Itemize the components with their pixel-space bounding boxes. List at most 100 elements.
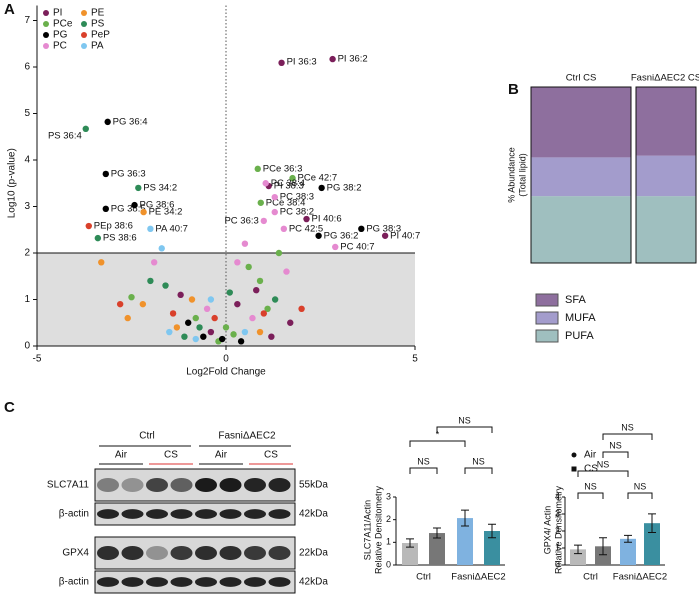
legend-label: CS bbox=[584, 464, 598, 475]
blot-band bbox=[195, 509, 217, 519]
point bbox=[278, 59, 285, 67]
point bbox=[185, 319, 192, 326]
x-axis-label: Log2Fold Change bbox=[186, 367, 266, 378]
significance-bracket bbox=[464, 467, 493, 474]
point bbox=[318, 184, 325, 192]
point bbox=[245, 263, 252, 271]
point bbox=[128, 293, 135, 301]
blot-band bbox=[170, 477, 193, 493]
point bbox=[271, 296, 279, 303]
point bbox=[381, 232, 389, 239]
blot-size-label: 42kDa bbox=[299, 509, 328, 520]
blot-band bbox=[146, 577, 168, 587]
legend-label: PC bbox=[53, 41, 67, 52]
y-tick-label: 5 bbox=[24, 108, 30, 119]
point bbox=[124, 314, 131, 322]
y-tick-label: 4 bbox=[555, 491, 560, 501]
point-label: PG 38:3 bbox=[366, 223, 401, 234]
y-tick-label: 3 bbox=[555, 508, 560, 518]
blot-band bbox=[97, 477, 119, 493]
point bbox=[207, 296, 215, 303]
point bbox=[289, 174, 296, 182]
point bbox=[256, 277, 264, 285]
significance-bracket bbox=[409, 467, 438, 474]
legend-swatch bbox=[81, 43, 87, 49]
bar-segment bbox=[636, 87, 696, 156]
y-tick-label: 2 bbox=[555, 525, 560, 535]
significance-bracket bbox=[409, 440, 466, 447]
y-axis-label: Relative Densitometry bbox=[373, 485, 383, 574]
point-label: PEp 38:6 bbox=[94, 221, 133, 232]
error-bar bbox=[406, 538, 414, 548]
bar-outline bbox=[635, 86, 697, 264]
significance-label: NS bbox=[472, 456, 485, 466]
point bbox=[234, 300, 241, 308]
point-label: PG 36:2 bbox=[324, 230, 359, 241]
legend-label: PCe bbox=[53, 19, 73, 30]
point bbox=[98, 259, 105, 266]
blot-row-label: β-actin bbox=[59, 577, 89, 588]
legend-label: PG bbox=[53, 30, 68, 41]
point bbox=[222, 324, 230, 331]
point bbox=[116, 300, 124, 308]
bar-segment bbox=[636, 155, 696, 197]
bar-segment bbox=[531, 87, 631, 158]
point-label: PA 40:7 bbox=[155, 223, 188, 234]
blot-lane-label: CS bbox=[164, 450, 178, 461]
blot-band bbox=[121, 509, 144, 519]
error-bar bbox=[461, 509, 469, 527]
point bbox=[162, 282, 169, 289]
error-bar bbox=[599, 537, 607, 556]
legend-swatch bbox=[43, 43, 49, 49]
bar-segment bbox=[531, 157, 631, 197]
blot-size-label: 55kDa bbox=[299, 480, 328, 491]
point bbox=[139, 300, 147, 308]
significance-bracket bbox=[602, 451, 629, 458]
point bbox=[131, 201, 138, 209]
point bbox=[249, 314, 256, 322]
y-tick-label: 2 bbox=[386, 514, 391, 524]
y-tick-label: 3 bbox=[24, 201, 30, 212]
blot-band bbox=[268, 477, 291, 493]
point bbox=[203, 305, 211, 312]
group-label: FasniΔAEC2 bbox=[613, 572, 667, 583]
significance-bracket bbox=[577, 470, 629, 477]
category-label: Ctrl CS bbox=[566, 73, 597, 84]
point-label: PC 38:2 bbox=[280, 207, 314, 218]
point bbox=[207, 328, 215, 336]
point-label: PC 36:3 bbox=[224, 215, 258, 226]
legend-label: PE bbox=[91, 8, 105, 19]
point bbox=[283, 268, 290, 275]
bar-segment bbox=[531, 196, 631, 263]
point bbox=[241, 328, 249, 336]
point bbox=[260, 310, 267, 317]
y-tick-label: 7 bbox=[24, 15, 30, 26]
bar-outline bbox=[530, 86, 632, 264]
blot-band bbox=[146, 477, 168, 493]
point bbox=[230, 331, 237, 338]
legend-swatch bbox=[81, 32, 87, 38]
y-axis-label: GPX4/ Actin bbox=[542, 506, 552, 555]
blot-size-label: 22kDa bbox=[299, 548, 328, 559]
point-label: PG 38:5 bbox=[111, 203, 146, 214]
legend-label: PI bbox=[53, 8, 62, 19]
legend-label: PA bbox=[91, 41, 104, 52]
point bbox=[196, 324, 203, 331]
legend-marker bbox=[571, 452, 577, 458]
group-label: Ctrl bbox=[583, 572, 598, 583]
point bbox=[268, 333, 275, 340]
y-tick-label: 1 bbox=[555, 542, 560, 552]
y-axis-label: Log10 (p-value) bbox=[7, 148, 18, 218]
legend-label: Air bbox=[584, 450, 597, 461]
legend-label: PeP bbox=[91, 30, 110, 41]
bar bbox=[484, 531, 500, 565]
y-tick-label: 2 bbox=[24, 248, 30, 259]
blot-band bbox=[244, 477, 266, 493]
blot-band bbox=[219, 577, 242, 587]
point bbox=[241, 240, 249, 247]
y-tick-label: 6 bbox=[24, 62, 30, 73]
point bbox=[188, 296, 196, 303]
blot-band bbox=[195, 477, 217, 493]
blot-band bbox=[97, 509, 119, 519]
blot-band bbox=[170, 577, 193, 587]
